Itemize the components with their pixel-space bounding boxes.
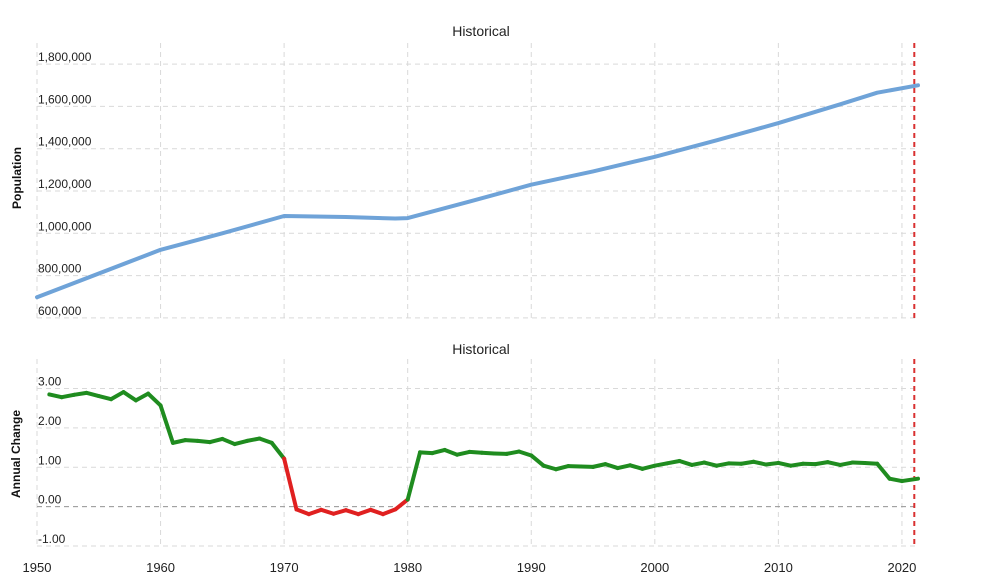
annual-change-line-segment: [677, 458, 694, 467]
annual-change-y-tick-label: 2.00: [38, 414, 62, 428]
annual-change-line-segment: [59, 392, 77, 400]
annual-change-line-segment: [232, 438, 250, 447]
annual-change-line-segment: [875, 461, 892, 481]
annual-change-line-segment: [109, 390, 126, 402]
annual-change-x-tick-label: 1950: [23, 560, 52, 575]
annual-change-y-tick-label: 3.00: [38, 375, 62, 389]
annual-change-line-segment: [665, 458, 682, 466]
annual-change-line-segment: [331, 508, 348, 516]
annual-change-line-segment: [418, 450, 435, 456]
annual-change-line-segment: [467, 449, 484, 455]
annual-change-line-segment: [220, 436, 237, 447]
annual-change-y-tick-label: -1.00: [38, 532, 66, 546]
annual-change-x-tick-label: 2020: [887, 560, 916, 575]
annual-change-line-segment: [615, 463, 633, 471]
annual-change-line-segment: [47, 392, 64, 400]
annual-change-line-segment: [257, 436, 274, 445]
annual-change-line-segment: [838, 460, 855, 467]
annual-change-line-segment: [133, 391, 151, 403]
annual-change-line-segment: [306, 507, 324, 517]
annual-change-line-segment: [368, 507, 385, 517]
annual-change-line-segment: [788, 461, 806, 468]
annual-change-line-segment: [862, 460, 880, 466]
population-y-tick-label: 800,000: [38, 262, 82, 276]
annual-change-x-tick-label: 1970: [270, 560, 299, 575]
annual-change-x-tick-label: 1960: [146, 560, 175, 575]
annual-change-line-segment: [96, 394, 114, 402]
annual-change-line-segment: [158, 403, 175, 445]
annual-change-x-tick-label: 1980: [393, 560, 422, 575]
annual-change-line-segment: [702, 460, 719, 468]
annual-change-line-segment: [887, 476, 904, 484]
annual-change-line-segment: [170, 438, 188, 445]
annual-change-x-tick-label: 1990: [517, 560, 546, 575]
annual-change-panel: Historical Annual Change -1.00 0.00 1.00 2.…: [9, 341, 920, 575]
annual-change-line-segment: [455, 449, 472, 457]
annual-change-line-segment: [516, 449, 534, 458]
population-y-tick-label: 1,400,000: [38, 135, 92, 149]
annual-change-line-segment: [689, 460, 707, 467]
annual-change-line-segment: [529, 453, 546, 468]
annual-change-line-segment: [356, 507, 373, 517]
population-panel: Historical Population 600,000 800,000 1,00…: [10, 23, 920, 320]
annual-change-line-segment: [282, 456, 299, 512]
annual-change-line-segment: [764, 460, 781, 467]
annual-change-line-segment: [541, 463, 558, 472]
population-y-tick-label: 1,600,000: [38, 92, 92, 106]
annual-change-line-segment: [245, 436, 262, 443]
annual-change-line-segment: [739, 459, 756, 466]
annual-change-line-segment: [442, 447, 460, 457]
population-chart-title: Historical: [452, 23, 510, 39]
annual-change-line-segment: [813, 460, 830, 467]
annual-change-line-segment: [603, 462, 620, 471]
annual-change-line-segment: [405, 450, 423, 502]
annual-change-line-segment: [652, 461, 670, 468]
annual-change-line-segment: [751, 459, 769, 467]
annual-change-line-segment: [121, 390, 138, 403]
annual-change-line-segment: [553, 464, 571, 472]
annual-change-line-segment: [591, 462, 608, 469]
population-y-tick-label: 1,000,000: [38, 219, 92, 233]
annual-change-line-segment: [183, 438, 200, 443]
annual-change-line-segment: [479, 450, 497, 456]
annual-change-line-segment: [319, 507, 336, 516]
annual-change-line-segment: [146, 391, 163, 408]
annual-change-line-segment: [393, 497, 410, 512]
annual-change-x-tick-label: 2010: [764, 560, 793, 575]
annual-change-line-segment: [207, 436, 225, 445]
annual-change-line-segment: [294, 507, 311, 517]
annual-change-line-segment: [714, 461, 731, 468]
annual-change-line-segment: [640, 463, 657, 471]
annual-change-line-segment: [430, 447, 447, 456]
annual-change-y-tick-label: 0.00: [38, 493, 62, 507]
population-y-tick-label: 1,800,000: [38, 50, 92, 64]
annual-change-line-segment: [899, 476, 920, 484]
annual-change-y-axis-label: Annual Change: [9, 410, 23, 498]
annual-change-line-segment: [343, 508, 361, 517]
population-series-line: [35, 83, 920, 300]
annual-change-line-segment: [776, 460, 793, 468]
annual-change-chart-title: Historical: [452, 341, 510, 357]
annual-change-y-tick-label: 1.00: [38, 453, 62, 467]
annual-change-line-segment: [195, 438, 212, 445]
annual-change-x-tick-label: 2000: [640, 560, 669, 575]
annual-change-line-segment: [84, 390, 101, 399]
annual-change-line-segment: [628, 463, 645, 471]
population-y-tick-label: 1,200,000: [38, 177, 92, 191]
annual-change-line-segment: [380, 507, 398, 517]
annual-change-line-segment: [825, 460, 843, 467]
population-y-axis-label: Population: [10, 147, 24, 209]
annual-change-line-segment: [269, 440, 287, 461]
population-y-tick-label: 600,000: [38, 304, 82, 318]
annual-change-line-segment: [72, 390, 89, 397]
annual-change-line-segment: [504, 449, 521, 456]
